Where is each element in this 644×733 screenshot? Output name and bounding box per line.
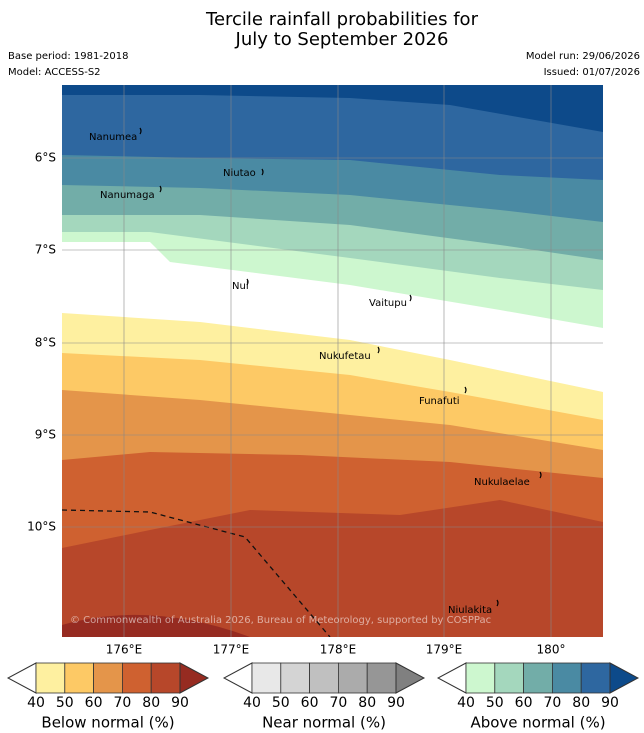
colorbar-caption: Above normal (%) bbox=[470, 714, 605, 732]
lon-label: 176°E bbox=[106, 643, 143, 657]
colorbar-box bbox=[580, 662, 611, 694]
colorbar-over bbox=[609, 662, 640, 694]
lon-label: 178°E bbox=[320, 643, 357, 657]
probability-band bbox=[62, 614, 250, 637]
island-label: Nukulaelae bbox=[474, 477, 530, 488]
colorbar-box bbox=[64, 662, 95, 694]
colorbar-under bbox=[6, 662, 37, 694]
colorbar-box bbox=[150, 662, 181, 694]
colorbar-box bbox=[93, 662, 123, 694]
issued: Issued: 01/07/2026 bbox=[544, 67, 640, 78]
colorbar-box bbox=[465, 662, 496, 694]
colorbar-tick: 40 bbox=[457, 695, 475, 711]
island-label: Nanumea bbox=[89, 132, 137, 143]
lat-label: 9°S bbox=[35, 428, 56, 442]
island bbox=[464, 386, 467, 394]
island-label: Niulakita bbox=[448, 605, 492, 616]
colorbar-tick: 70 bbox=[543, 695, 561, 711]
island-label: Funafuti bbox=[419, 396, 460, 407]
colorbar-caption: Near normal (%) bbox=[262, 714, 386, 732]
colorbar-over bbox=[395, 662, 426, 694]
colorbar-box bbox=[337, 662, 368, 694]
colorbar-tick: 80 bbox=[358, 695, 376, 711]
colorbar-box bbox=[280, 662, 310, 694]
colorbar-tick: 80 bbox=[572, 695, 590, 711]
island-label: Nanumaga bbox=[100, 190, 155, 201]
colorbar-box bbox=[122, 662, 152, 694]
colorbar-caption: Below normal (%) bbox=[41, 714, 174, 732]
island bbox=[159, 185, 162, 193]
colorbar-tick: 60 bbox=[301, 695, 319, 711]
colorbar-tick: 60 bbox=[85, 695, 103, 711]
colorbar-box bbox=[552, 662, 582, 694]
island bbox=[246, 278, 249, 286]
colorbar-box bbox=[251, 662, 282, 694]
lon-label: 180° bbox=[537, 643, 566, 657]
lat-label: 6°S bbox=[35, 151, 56, 165]
colorbar-tick: 80 bbox=[142, 695, 160, 711]
colorbar-tick: 40 bbox=[243, 695, 261, 711]
colorbar-tick: 50 bbox=[272, 695, 290, 711]
model: Model: ACCESS-S2 bbox=[8, 67, 101, 78]
island bbox=[261, 168, 264, 176]
colorbar-box bbox=[366, 662, 397, 694]
colorbar-tick: 90 bbox=[171, 695, 189, 711]
colorbar-box bbox=[494, 662, 524, 694]
legend: 40 50 60 70 80 90 Below normal (%) 40 50 60 70 80 90… bbox=[6, 662, 640, 732]
probability-field bbox=[62, 85, 603, 637]
island-label: Vaitupu bbox=[369, 298, 407, 309]
colorbar-box bbox=[35, 662, 66, 694]
colorbar-over bbox=[179, 662, 210, 694]
colorbar-tick: 70 bbox=[329, 695, 347, 711]
title: July to September 2026 bbox=[235, 29, 449, 50]
island-label: Niutao bbox=[223, 168, 256, 179]
probability-band bbox=[62, 500, 603, 637]
island bbox=[539, 471, 542, 479]
colorbar-tick: 40 bbox=[27, 695, 45, 711]
colorbar-tick: 50 bbox=[56, 695, 74, 711]
base-period: Base period: 1981-2018 bbox=[8, 51, 128, 62]
island bbox=[139, 127, 142, 135]
islands: Nanumea Niutao Nanumaga Nui Vaitupu Nukufetau… bbox=[89, 127, 542, 616]
copyright: © Commonwealth of Australia 2026, Bureau… bbox=[70, 615, 491, 626]
colorbar-box bbox=[523, 662, 553, 694]
model-run: Model run: 29/06/2026 bbox=[526, 51, 640, 62]
island bbox=[409, 294, 412, 302]
graticule: 6°S 7°S 8°S 9°S 10°S 176°E 177°E 178°E 179°E 180° bbox=[27, 85, 603, 657]
lon-label: 179°E bbox=[426, 643, 463, 657]
colorbar-under bbox=[436, 662, 467, 694]
colorbar-tick: 50 bbox=[486, 695, 504, 711]
lon-label: 177°E bbox=[213, 643, 250, 657]
boundary-line bbox=[62, 509, 331, 637]
colorbar-tick: 90 bbox=[601, 695, 619, 711]
island-label: Nui bbox=[232, 281, 249, 292]
lat-label: 8°S bbox=[35, 336, 56, 350]
colorbar-tick: 70 bbox=[113, 695, 131, 711]
colorbar-tick: 90 bbox=[387, 695, 405, 711]
island bbox=[377, 346, 380, 354]
colorbar-box bbox=[309, 662, 339, 694]
title: Tercile rainfall probabilities for bbox=[205, 9, 479, 30]
lat-label: 7°S bbox=[35, 243, 56, 257]
colorbar-under bbox=[222, 662, 253, 694]
island-label: Nukufetau bbox=[319, 351, 371, 362]
island bbox=[496, 599, 499, 607]
colorbar-tick: 60 bbox=[515, 695, 533, 711]
lat-label: 10°S bbox=[27, 520, 56, 534]
